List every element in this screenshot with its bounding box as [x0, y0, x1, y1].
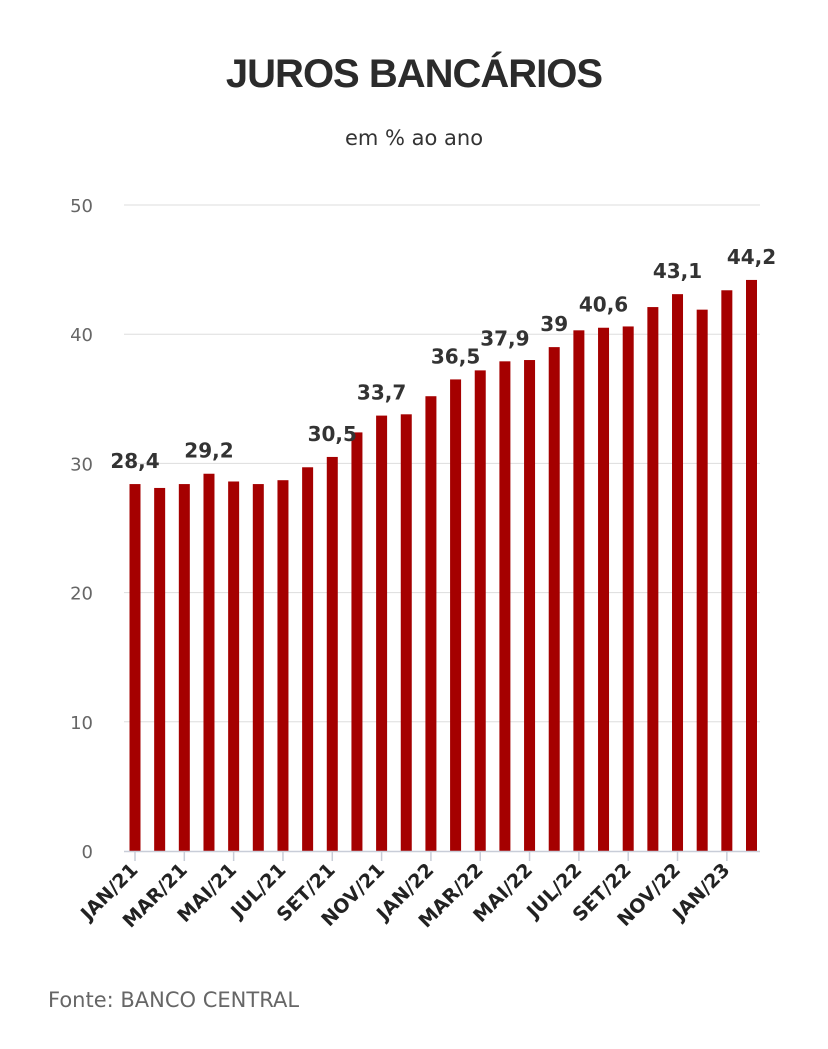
- data-label: 29,2: [184, 439, 233, 463]
- data-label: 36,5: [431, 344, 480, 368]
- y-tick-label: 30: [70, 454, 93, 475]
- y-tick-label: 50: [70, 196, 93, 217]
- data-label: 28,4: [110, 449, 159, 473]
- data-label: 44,2: [727, 245, 776, 269]
- y-tick-label: 40: [70, 325, 93, 346]
- bars: [129, 279, 757, 852]
- chart-subtitle: em % ao ano: [344, 126, 484, 150]
- bar-SET/21: [326, 456, 338, 851]
- data-label: 30,5: [308, 422, 357, 446]
- bar-JUN/21: [252, 484, 264, 851]
- bar-MAR/22: [474, 370, 486, 851]
- bar-OUT/22: [647, 307, 659, 851]
- bar-JUL/22: [573, 330, 585, 852]
- bar-AGO/22: [598, 327, 610, 851]
- data-labels: 28,4 29,2 30,533,7 36,537,9 39 40,6 43,1 44,2: [110, 245, 776, 473]
- data-label: 40,6: [579, 293, 628, 317]
- bar-FEV/22: [450, 379, 462, 851]
- chart-title: JUROS BANCÁRIOS: [225, 52, 603, 96]
- source-note: Fonte: BANCO CENTRAL: [48, 988, 300, 1012]
- bar-JUN/22: [548, 347, 560, 851]
- bar-ABR/21: [203, 473, 215, 851]
- bar-JAN/22: [425, 396, 437, 851]
- bar-ABR/22: [499, 361, 511, 851]
- y-tick-label: 20: [70, 584, 93, 605]
- bar-FEV/21: [154, 487, 166, 851]
- y-tick-label: 0: [82, 842, 93, 863]
- data-label: 33,7: [357, 381, 406, 405]
- data-label: 43,1: [653, 259, 702, 283]
- bar-JAN/23: [721, 290, 733, 852]
- bar-DEZ/22: [696, 309, 708, 852]
- y-axis-ticks: 0 10 20 30 40 50: [70, 196, 93, 863]
- bar-JAN/21: [129, 484, 141, 851]
- y-tick-label: 10: [70, 713, 93, 734]
- bar-FEV/23: [746, 279, 757, 851]
- data-label: 39: [540, 312, 568, 336]
- bar-MAR/21: [178, 484, 190, 851]
- x-axis: JAN/21MAR/21MAI/21JUL/21SET/21NOV/21JAN/…: [75, 850, 760, 932]
- bar-MAI/21: [228, 481, 240, 851]
- bar-SET/22: [622, 326, 634, 851]
- bar-OUT/21: [351, 432, 363, 851]
- bar-NOV/22: [672, 294, 684, 851]
- data-label: 37,9: [480, 326, 529, 350]
- bar-JUL/21: [277, 480, 289, 851]
- bar-NOV/21: [376, 415, 388, 851]
- bar-MAI/22: [524, 360, 536, 851]
- bar-DEZ/21: [400, 414, 412, 851]
- bar-AGO/21: [302, 467, 314, 851]
